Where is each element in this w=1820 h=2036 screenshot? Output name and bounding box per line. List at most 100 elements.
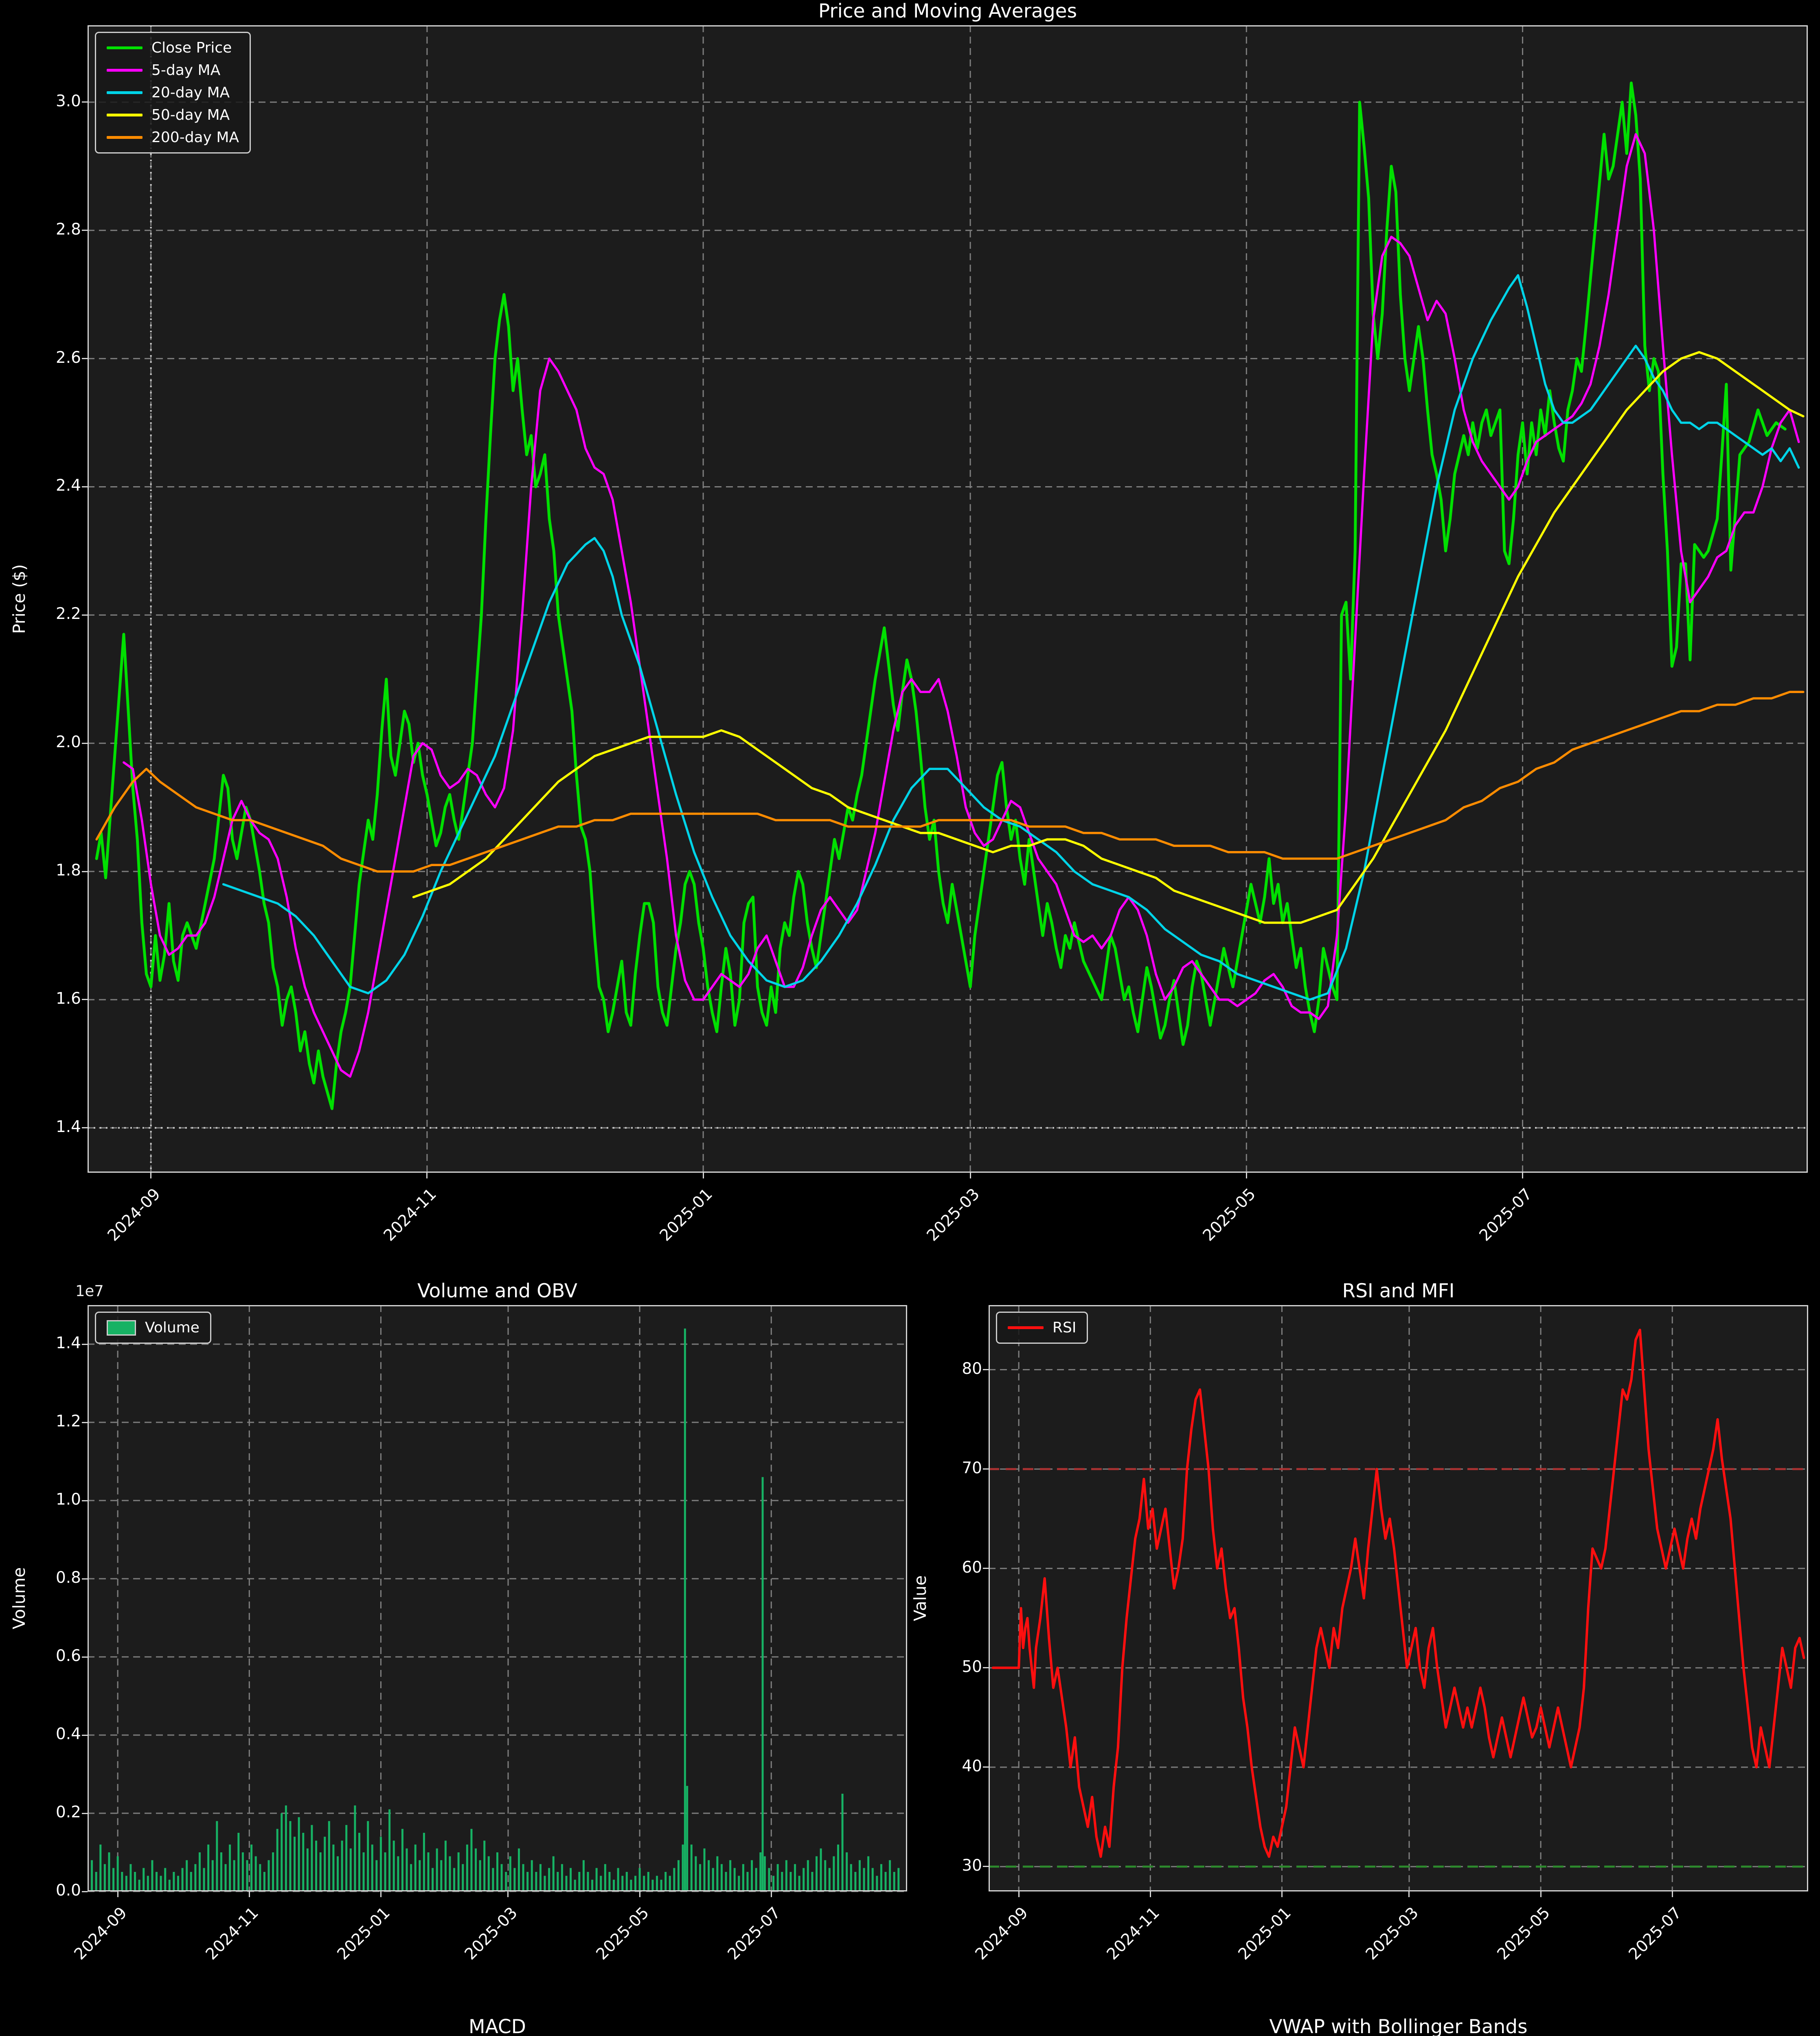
x-tick-mark [1671,1891,1673,1897]
y-tick-label: 30 [962,1856,982,1875]
y-tick-label: 1.6 [55,989,81,1008]
y-tick-label: 0.8 [55,1569,81,1587]
y-tick-label: 70 [962,1459,982,1477]
y-tick-label: 3.0 [55,92,81,110]
x-tick-mark [117,1891,118,1897]
y-tick-mark [82,1734,88,1736]
y-tick-label: 1.4 [55,1117,81,1136]
y-tick-mark [983,1568,989,1569]
x-tick-mark [1522,1173,1524,1178]
chart-title-volume: Volume and OBV [417,1280,578,1302]
x-tick-mark [702,1173,704,1178]
x-tick-label: 2025-01 [1235,1904,1295,1964]
legend-label: Volume [145,1319,200,1336]
y-axis-label-rsi: Value [910,1575,930,1621]
x-tick-label: 2025-05 [592,1904,653,1964]
x-tick-label: 2025-07 [1625,1904,1686,1964]
legend-item: Volume [107,1319,200,1336]
y-tick-mark [82,1422,88,1423]
panel-price: Price and Moving Averages Price ($) 1.4 1… [9,0,1808,1245]
y-tick-mark [82,742,88,744]
x-tick-label: 2024-09 [971,1904,1032,1964]
y-tick-mark [82,101,88,103]
y-tick-mark [82,1343,88,1345]
y-tick-mark [82,999,88,1000]
x-tick-label: 2024-11 [380,1185,440,1245]
y-tick-label: 1.0 [55,1490,81,1509]
y-tick-label: 1.2 [55,1412,81,1430]
legend-label: 50-day MA [151,107,230,123]
legend-swatch-volume [107,1320,136,1336]
x-tick-label: 2025-03 [1362,1904,1422,1964]
y-tick-mark [82,1127,88,1129]
y-tick-mark [82,1812,88,1814]
plot-area-rsi [989,1305,1808,1891]
legend-item: RSI [1008,1319,1076,1336]
y-tick-label: 2.6 [55,348,81,367]
legend-swatch-50-day-ma [107,114,143,116]
y-tick-mark [983,1766,989,1768]
y-tick-mark [82,1891,88,1892]
y-tick-label: 80 [962,1359,982,1378]
y-tick-mark [82,486,88,487]
legend-item: Close Price [107,39,239,56]
y-tick-label: 0.0 [55,1881,81,1900]
y-tick-label: 40 [962,1757,982,1775]
plot-area-price [88,25,1808,1173]
x-tick-label: 2025-03 [461,1904,521,1964]
y-tick-mark [983,1468,989,1470]
y-tick-label: 2.2 [55,605,81,623]
x-tick-mark [1245,1173,1247,1178]
y-tick-mark [82,1500,88,1501]
y-axis-label-price: Price ($) [9,564,29,634]
x-tick-mark [1018,1891,1020,1897]
panel-volume: Volume and OBV Volume 1e7 0.0 0.2 0.4 0.6 0.… [9,1280,907,1964]
legend-label: RSI [1053,1319,1077,1336]
y-tick-mark [82,614,88,616]
y-tick-label: 2.8 [55,220,81,239]
x-tick-label: 2025-07 [1476,1185,1536,1245]
y-tick-mark [82,230,88,231]
legend-label: 200-day MA [151,129,239,146]
y-tick-mark [983,1866,989,1867]
legend-swatch-rsi [1008,1326,1044,1329]
y-tick-label: 2.4 [55,476,81,495]
x-tick-mark [969,1173,971,1178]
legend-item: 200-day MA [107,129,239,146]
y-tick-label: 0.2 [55,1803,81,1821]
legend-item: 20-day MA [107,84,239,101]
panel-rsi: RSI and MFI Value 30 40 50 60 70 80 2024-09 202… [910,1280,1808,1964]
legend-swatch-20-day-ma [107,91,143,94]
x-tick-label: 2025-01 [334,1904,394,1964]
chart-title-rsi: RSI and MFI [1342,1280,1455,1302]
y-tick-label: 2.0 [55,733,81,752]
x-tick-mark [1281,1891,1283,1897]
chart-title-price: Price and Moving Averages [818,0,1077,22]
y-tick-mark [983,1369,989,1371]
x-tick-label: 2025-07 [724,1904,785,1964]
y-tick-label: 0.6 [55,1647,81,1665]
y-tick-label: 60 [962,1558,982,1577]
x-tick-label: 2024-11 [1103,1904,1164,1964]
x-tick-label: 2025-01 [656,1185,716,1245]
y-tick-mark [82,358,88,360]
x-tick-label: 2024-09 [70,1904,131,1964]
y-tick-label: 0.4 [55,1725,81,1743]
y-tick-mark [82,871,88,872]
x-tick-label: 2024-09 [104,1185,164,1245]
legend-swatch-close-price [107,46,143,49]
x-tick-label: 2025-05 [1199,1185,1260,1245]
y-tick-label: 1.8 [55,861,81,880]
legend-label: Close Price [151,39,232,56]
x-tick-mark [507,1891,509,1897]
y-tick-mark [983,1667,989,1669]
chart-title-macd: MACD [469,2016,526,2036]
y-axis-offset-text: 1e7 [75,1282,104,1300]
x-tick-label: 2025-05 [1493,1904,1554,1964]
x-tick-label: 2025-03 [923,1185,983,1245]
x-tick-mark [1540,1891,1542,1897]
y-tick-label: 1.4 [55,1334,81,1352]
y-tick-label: 50 [962,1657,982,1676]
y-tick-mark [82,1656,88,1658]
